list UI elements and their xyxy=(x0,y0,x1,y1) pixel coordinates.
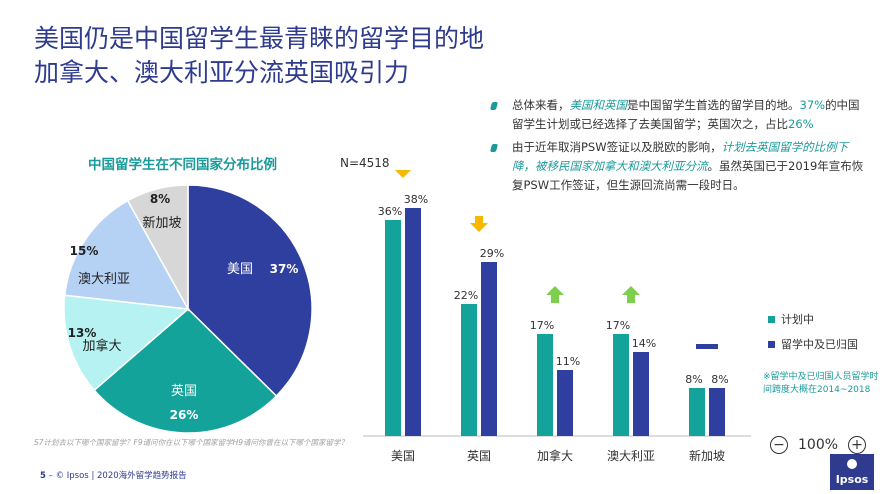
category-tick-label: 加拿大 xyxy=(537,448,573,463)
legend-label-studying: 留学中及已归国 xyxy=(781,338,858,351)
bullet-text: 是中国留学生首选的留学目的地。 xyxy=(627,98,800,112)
pie-slice xyxy=(63,294,190,392)
zoom-control: − 100% + xyxy=(770,436,867,454)
pie-slice-label: 英国 xyxy=(171,384,197,399)
pie-chart-title: 中国留学生在不同国家分布比例 xyxy=(88,157,277,173)
ipsos-logo: Ipsos xyxy=(830,454,874,490)
bullet-number: 26% xyxy=(788,117,814,131)
zoom-level: 100% xyxy=(798,437,839,453)
pie-slice-label: 澳大利亚 xyxy=(78,271,130,287)
pie-slice xyxy=(126,184,189,312)
down-arrow-icon xyxy=(470,216,488,232)
category-tick-label: 美国 xyxy=(391,449,415,463)
legend-swatch-planning xyxy=(768,315,775,323)
down-arrow-icon xyxy=(395,170,411,178)
title-line-1: 美国仍是中国留学生最青睐的留学目的地 xyxy=(34,24,485,53)
pie-slice-label: 美国 xyxy=(227,262,253,277)
bar-chart-legend: 计划中 留学中及已归国 xyxy=(768,311,858,361)
logo-dot-icon xyxy=(847,459,857,469)
bar-value-label: 8% xyxy=(685,373,702,386)
summary-bullet: 总体来看，美国和英国是中国留学生首选的留学目的地。37%的中国留学生计划或已经选… xyxy=(486,96,871,134)
bar xyxy=(709,388,725,436)
bar-value-label: 17% xyxy=(606,319,630,332)
summary-bullets: 总体来看，美国和英国是中国留学生首选的留学目的地。37%的中国留学生计划或已经选… xyxy=(486,96,871,199)
bullet-marker-icon xyxy=(489,102,499,110)
pie-slice-value: 26% xyxy=(170,408,199,422)
bar xyxy=(557,370,573,436)
bullet-text: 的中国留学生计划或已经选择了去美国留学；英国次之，占比 xyxy=(512,98,860,131)
legend-label-planning: 计划中 xyxy=(781,313,814,326)
pie-slice-label: 新加坡 xyxy=(142,215,181,231)
bar xyxy=(481,262,497,436)
up-arrow-icon xyxy=(622,286,640,303)
bullet-text: 由于近年取消PSW签证以及脱欧的影响， xyxy=(512,140,722,154)
zoom-out-button[interactable]: − xyxy=(770,436,788,454)
bar xyxy=(633,352,649,436)
bullet-marker-icon xyxy=(489,144,499,152)
bullet-highlight: 美国和英国 xyxy=(569,98,628,112)
legend-item-planning: 计划中 xyxy=(768,311,858,327)
bar xyxy=(537,334,553,436)
bar-value-label: 11% xyxy=(556,355,580,368)
footer-text: – © Ipsos | 2020海外留学趋势报告 xyxy=(45,471,187,481)
legend-swatch-studying xyxy=(768,340,775,348)
bar-value-label: 29% xyxy=(480,247,504,260)
pie-slice xyxy=(63,199,190,310)
bar-value-label: 8% xyxy=(711,373,728,386)
bar-value-label: 14% xyxy=(632,337,656,350)
survey-footnote: S7计划去以下哪个国家留学？F9请问你在以下哪个国家留学H9请问你曾在以下哪个国… xyxy=(34,438,349,447)
bar-value-label: 36% xyxy=(378,205,402,218)
title-line-2: 加拿大、澳大利亚分流英国吸引力 xyxy=(34,58,410,87)
bullet-highlight: 计划去英国留学的比例下降，被移民国家加拿大和澳大利亚分流 xyxy=(512,140,849,173)
legend-item-studying: 留学中及已归国 xyxy=(768,336,858,352)
page-number: 5 xyxy=(40,471,46,481)
bar xyxy=(613,334,629,436)
category-tick-label: 澳大利亚 xyxy=(607,449,655,463)
bar xyxy=(405,208,421,436)
flat-trend-icon xyxy=(696,344,718,349)
bar xyxy=(689,388,705,436)
zoom-in-button[interactable]: + xyxy=(848,436,867,454)
bar-value-label: 38% xyxy=(404,193,428,206)
pie-slice-label: 加拿大 xyxy=(82,338,121,354)
bar xyxy=(461,304,477,436)
time-span-note: ※留学中及已归国人员留学时间跨度大概在2014~2018 xyxy=(763,372,879,395)
bullet-text: 。虽然英国已于2019年宣布恢复PSW工作签证，但生源回流尚需一段时日。 xyxy=(512,159,864,192)
bar xyxy=(385,220,401,436)
category-tick-label: 新加坡 xyxy=(689,448,725,463)
pie-slice xyxy=(187,184,313,398)
bullet-text: 总体来看， xyxy=(512,98,570,112)
pie-slice-value: 37% xyxy=(270,262,299,276)
page-footer: 5 – © Ipsos | 2020海外留学趋势报告 xyxy=(40,469,187,481)
pie-slice-value: 15% xyxy=(70,244,99,258)
summary-bullet: 由于近年取消PSW签证以及脱欧的影响，计划去英国留学的比例下降，被移民国家加拿大… xyxy=(486,138,871,195)
page-title: 美国仍是中国留学生最青睐的留学目的地 加拿大、澳大利亚分流英国吸引力 xyxy=(34,22,484,90)
up-arrow-icon xyxy=(546,286,564,303)
sample-size-label: N=4518 xyxy=(340,156,390,170)
pie-slice-value: 13% xyxy=(68,326,97,340)
category-tick-label: 英国 xyxy=(467,449,491,463)
pie-slice xyxy=(93,307,278,434)
pie-slice-value: 8% xyxy=(150,192,170,206)
bullet-number: 37% xyxy=(799,98,826,112)
logo-text: Ipsos xyxy=(835,473,869,486)
bar-value-label: 22% xyxy=(454,289,478,302)
bar-value-label: 17% xyxy=(530,319,554,332)
